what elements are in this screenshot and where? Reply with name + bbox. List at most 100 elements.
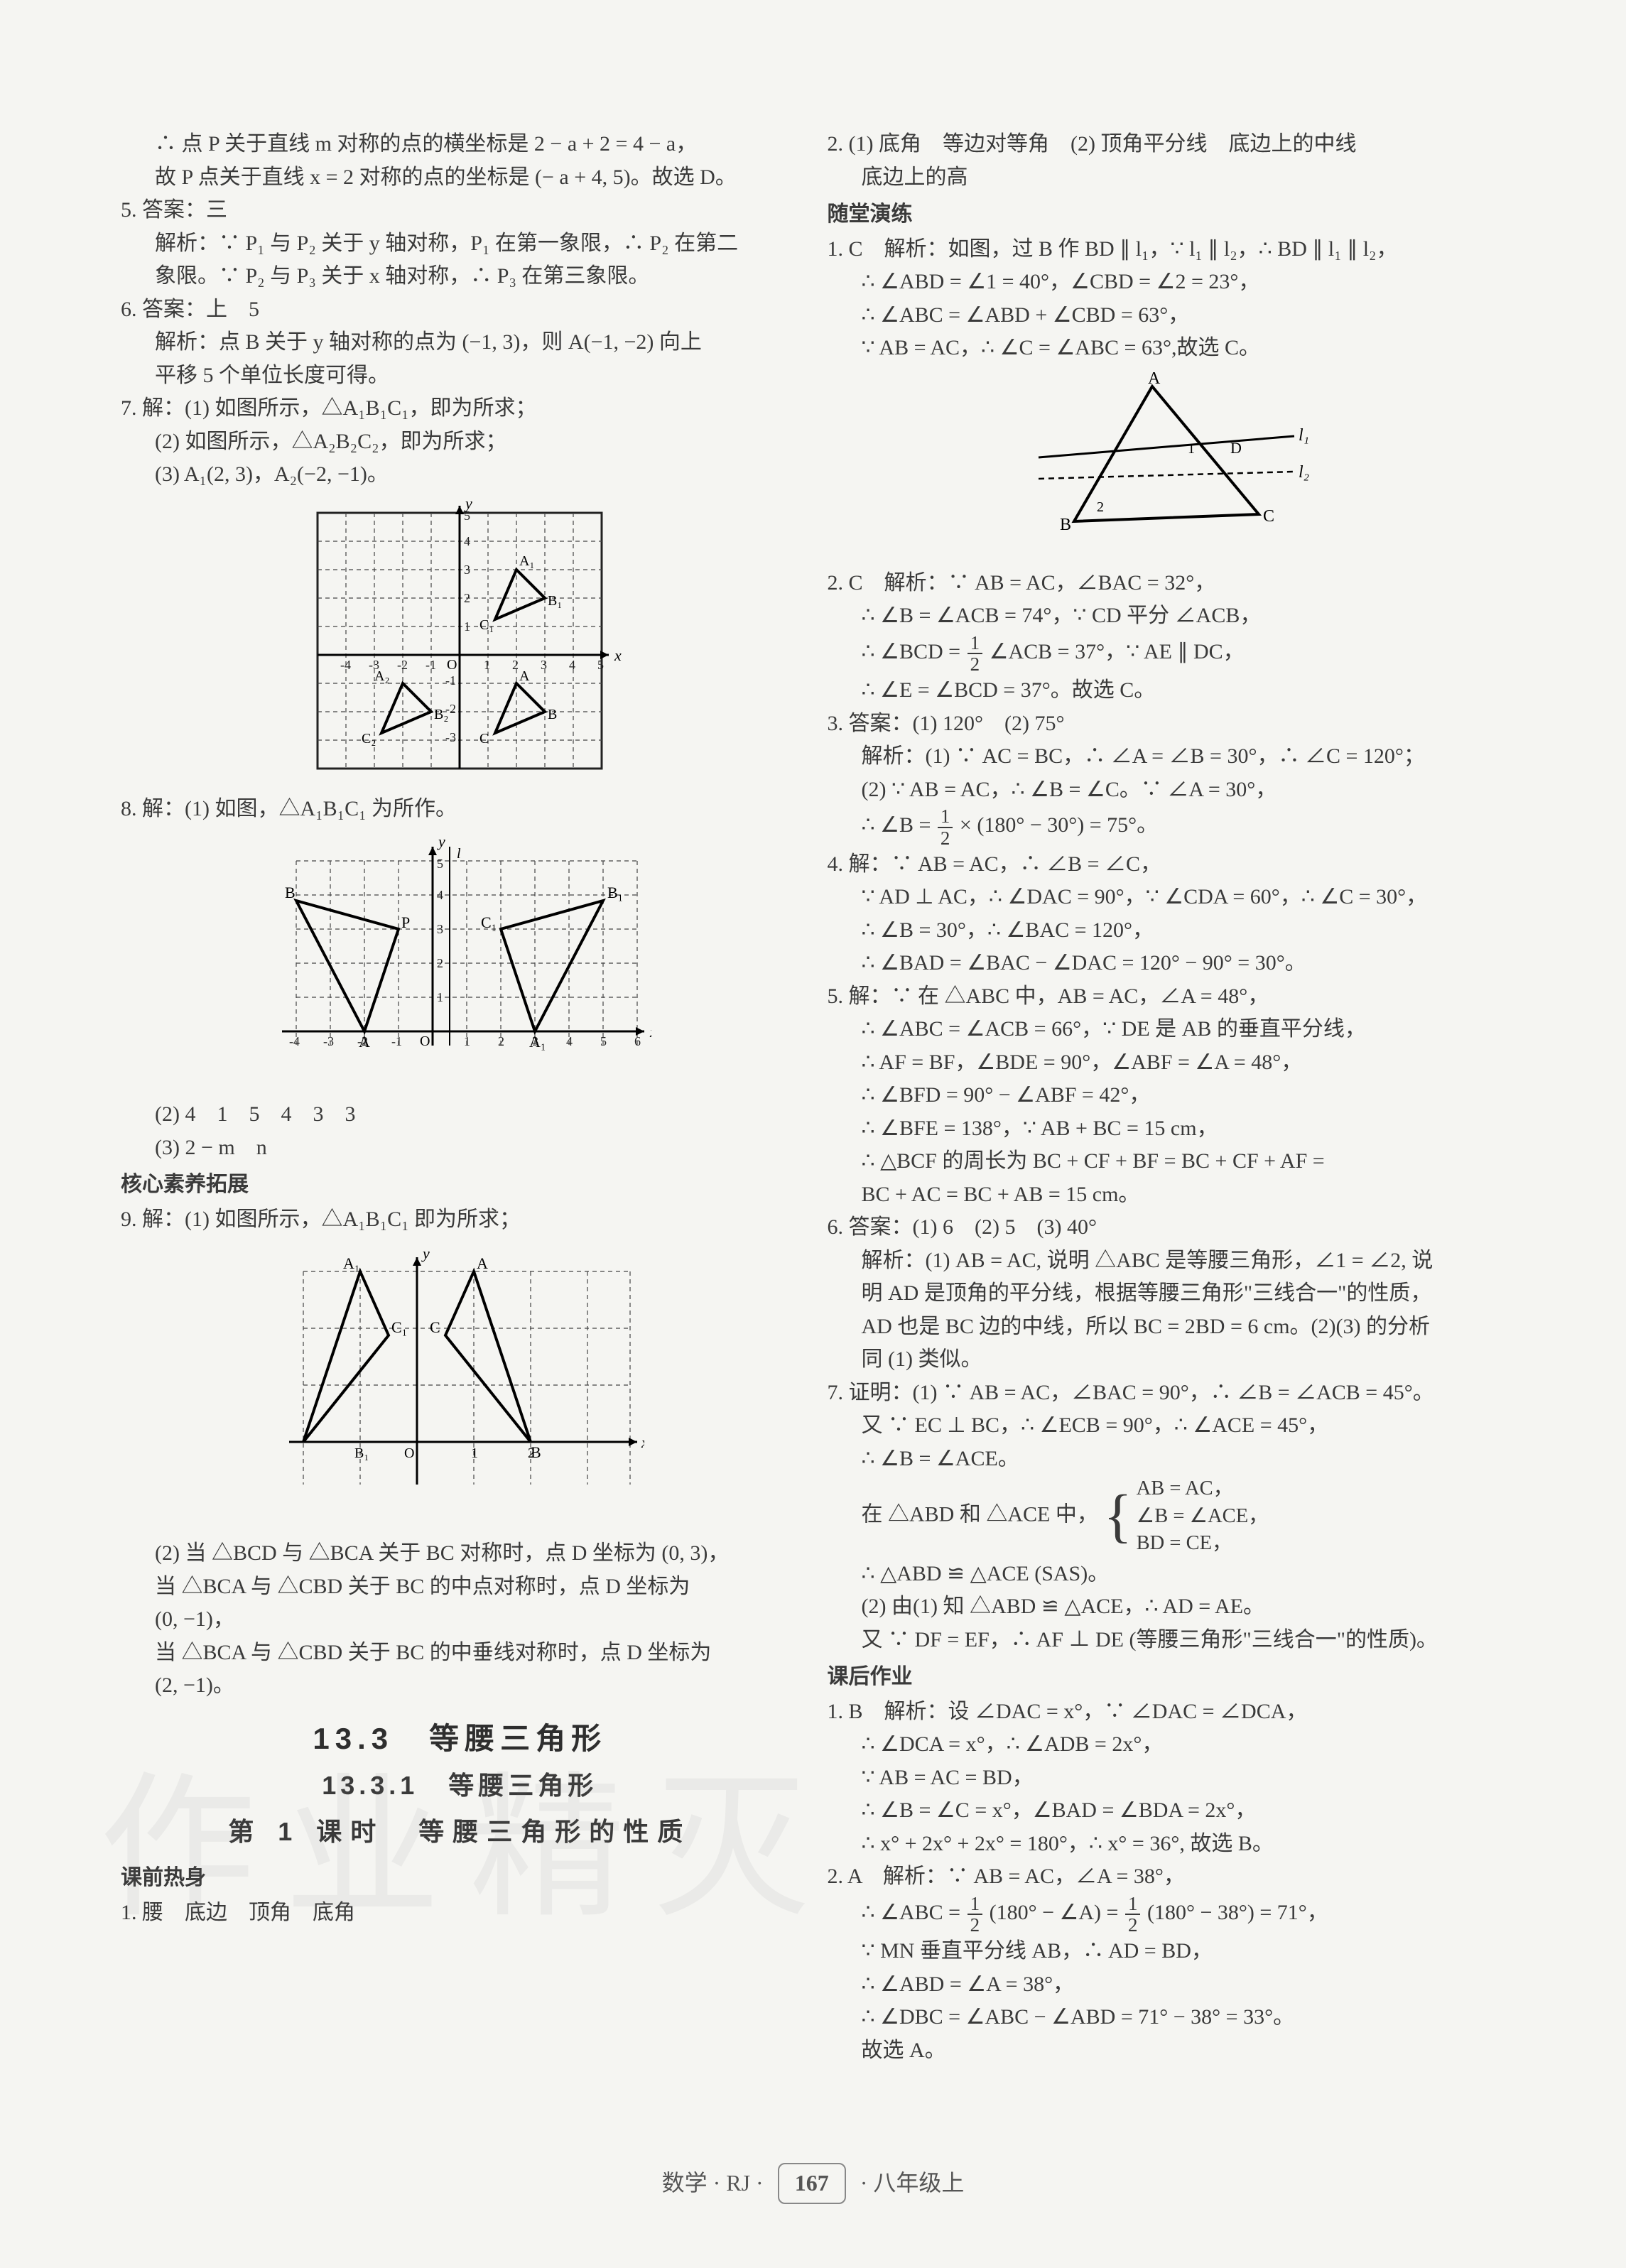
fraction-half: 12 <box>968 1894 983 1936</box>
q5-head: 5. 答案：三 <box>121 194 799 227</box>
case-line: BD = CE， <box>1137 1530 1269 1557</box>
svg-text:y: y <box>437 832 445 850</box>
svg-text:D: D <box>1230 439 1242 457</box>
svg-text:B: B <box>1060 516 1071 534</box>
text-line: 故选 A。 <box>828 2034 1506 2068</box>
h2-head: 2. A 解析：∵ AB = AC，∠A = 38°， <box>828 1860 1506 1894</box>
svg-text:2: 2 <box>1097 499 1104 515</box>
homework-title: 课后作业 <box>828 1661 1506 1694</box>
text-line: ∵ AB = AC，∴ ∠C = ∠ABC = 63°,故选 C。 <box>828 332 1506 365</box>
case-line: AB = AC， <box>1137 1475 1269 1502</box>
svg-text:A₁: A₁ <box>519 553 534 569</box>
q8-head: 8. 解：(1) 如图，△A₁B₁C₁ 为所作。 <box>121 793 799 826</box>
text-span: ∴ ∠ABC = <box>862 1901 966 1924</box>
q7-head: 7. 解：(1) 如图所示，△A₁B₁C₁，即为所求； <box>121 392 799 425</box>
text-span: ∴ ∠B = <box>862 813 936 837</box>
text-line: 象限。∵ P₂ 与 P₃ 关于 x 轴对称，∴ P₃ 在第三象限。 <box>121 260 799 293</box>
svg-text:C₁: C₁ <box>391 1318 407 1336</box>
text-line: ∴ ∠B = ∠ACB = 74°，∵ CD 平分 ∠ACB， <box>828 599 1506 633</box>
figure-q8-grid: x y l O -4-3-2-1 123456 12345 BPA B₁C₁A₁ <box>121 832 799 1088</box>
fraction-half: 12 <box>968 633 983 675</box>
svg-text:O: O <box>404 1445 414 1461</box>
text-line: 解析：(1) AB = AC, 说明 △ABC 是等腰三角形，∠1 = ∠2, … <box>828 1244 1506 1278</box>
text-line: ∴ ∠B = ∠C = x°，∠BAD = ∠BDA = 2x°， <box>828 1794 1506 1828</box>
text-line: ∴ ∠ABD = ∠A = 38°， <box>828 1968 1506 2002</box>
text-line: ∴ ∠B = ∠ACE。 <box>828 1443 1506 1476</box>
svg-text:A: A <box>477 1254 488 1272</box>
figure-q7-grid: x y O -4-3-2-1 12345 12345 -1-2-3 A₁B₁C₁… <box>121 499 799 783</box>
lesson-title: 第 1 课时 等腰三角形的性质 <box>121 1812 799 1852</box>
text-line: (3) A₁(2, 3)，A₂(−2, −1)。 <box>121 458 799 492</box>
text-line: ∴ ∠DBC = ∠ABC − ∠ABD = 71° − 38° = 33°。 <box>828 2001 1506 2034</box>
text-line: ∵ MN 垂直平分线 AB，∴ AD = BD， <box>828 1935 1506 1968</box>
svg-text:B₁: B₁ <box>607 884 623 901</box>
svg-text:l: l <box>457 846 461 862</box>
text-line: (0, −1)， <box>121 1603 799 1637</box>
text-line: ∴ AF = BF，∠BDE = 90°，∠ABF = ∠A = 48°， <box>828 1046 1506 1080</box>
svg-text:-4: -4 <box>289 1034 300 1048</box>
svg-text:A₁: A₁ <box>529 1033 546 1051</box>
svg-text:-4: -4 <box>340 658 351 672</box>
svg-text:2: 2 <box>498 1034 504 1048</box>
svg-text:-2: -2 <box>397 658 408 672</box>
pre-q1: 1. 腰 底边 顶角 底角 <box>121 1897 799 1930</box>
text-line: 解析：(1) ∵ AC = BC，∴ ∠A = ∠B = 30°，∴ ∠C = … <box>828 740 1506 774</box>
case-line: ∠B = ∠ACE， <box>1137 1503 1269 1530</box>
preclass-title: 课前热身 <box>121 1862 799 1895</box>
text-line: 又 ∵ EC ⊥ BC，∴ ∠ECB = 90°，∴ ∠ACE = 45°， <box>828 1409 1506 1443</box>
svg-text:l₂: l₂ <box>1299 463 1309 482</box>
svg-text:x: x <box>614 646 622 664</box>
text-line: ∵ AB = AC = BD， <box>828 1762 1506 1795</box>
text-line: AD 也是 BC 边的中线，所以 BC = 2BD = 6 cm。(2)(3) … <box>828 1311 1506 1344</box>
svg-text:3: 3 <box>464 563 470 577</box>
q9-head: 9. 解：(1) 如图所示，△A₁B₁C₁ 即为所求； <box>121 1203 799 1237</box>
figure-q9-grid: x y O B₁ 12 ACB A₁C₁ <box>121 1243 799 1527</box>
svg-text:C₁: C₁ <box>479 617 494 633</box>
text-line: 底边上的高 <box>828 161 1506 195</box>
text-line: (2) 当 △BCD 与 △BCA 关于 BC 对称时，点 D 坐标为 (0, … <box>121 1537 799 1570</box>
text-line: ∴ ∠BFD = 90° − ∠ABF = 42°， <box>828 1079 1506 1112</box>
page-footer: 数学 · RJ · 167 · 八年级上 <box>0 2163 1626 2204</box>
svg-text:-3: -3 <box>323 1034 334 1048</box>
fraction-half: 12 <box>938 806 953 848</box>
inclass-title: 随堂演练 <box>828 198 1506 232</box>
h1-head: 1. B 解析：设 ∠DAC = x°，∵ ∠DAC = ∠DCA， <box>828 1695 1506 1729</box>
svg-text:x: x <box>649 1023 651 1041</box>
core-title: 核心素养拓展 <box>121 1168 799 1202</box>
r7-head: 7. 证明：(1) ∵ AB = AC，∠BAC = 90°，∴ ∠B = ∠A… <box>828 1377 1506 1410</box>
svg-text:C: C <box>1263 507 1274 526</box>
svg-text:l₁: l₁ <box>1299 426 1309 445</box>
svg-text:x: x <box>641 1433 644 1451</box>
svg-text:A: A <box>359 1033 370 1051</box>
cases-brace: { AB = AC， ∠B = ∠ACE， BD = CE， <box>1103 1475 1268 1557</box>
text-line: 平移 5 个单位长度可得。 <box>121 359 799 393</box>
text-line: (2) 4 1 5 4 3 3 <box>121 1098 799 1132</box>
r1-head: 1. C 解析：如图，过 B 作 BD ∥ l₁，∵ l₁ ∥ l₂，∴ BD … <box>828 233 1506 266</box>
text-line: (2, −1)。 <box>121 1669 799 1703</box>
r2-head: 2. C 解析：∵ AB = AC，∠BAC = 32°， <box>828 567 1506 600</box>
text-line: ∴ x° + 2x° + 2x° = 180°，∴ x° = 36°, 故选 B… <box>828 1828 1506 1861</box>
svg-text:B₁: B₁ <box>548 593 562 609</box>
text-line: 当 △BCA 与 △CBD 关于 BC 的中点对称时，点 D 坐标为 <box>121 1570 799 1604</box>
svg-text:P: P <box>401 913 410 931</box>
svg-text:O: O <box>420 1033 430 1049</box>
text-line: ∴ ∠B = 30°，∴ ∠BAC = 120°， <box>828 914 1506 948</box>
text-line: ∴ ∠ABC = ∠ABD + ∠CBD = 63°， <box>828 299 1506 332</box>
text-line: 又 ∵ DF = EF，∴ AF ⊥ DE (等腰三角形"三线合一"的性质)。 <box>828 1624 1506 1657</box>
svg-text:A₁: A₁ <box>343 1254 360 1272</box>
svg-text:3: 3 <box>541 658 547 672</box>
r6-head: 6. 答案：(1) 6 (2) 5 (3) 40° <box>828 1211 1506 1244</box>
svg-text:4: 4 <box>464 534 470 548</box>
svg-text:2: 2 <box>464 591 470 605</box>
svg-text:2: 2 <box>437 956 443 970</box>
text-span: ∴ ∠BCD = <box>862 640 966 663</box>
svg-text:1: 1 <box>464 1034 470 1048</box>
svg-text:4: 4 <box>437 888 443 902</box>
svg-text:1: 1 <box>1188 441 1195 457</box>
svg-text:1: 1 <box>471 1445 478 1461</box>
page-number: 167 <box>778 2163 846 2204</box>
text-line: ∵ AD ⊥ AC，∴ ∠DAC = 90°，∵ ∠CDA = 60°，∴ ∠C… <box>828 881 1506 914</box>
text-line: (2) 如图所示，△A₂B₂C₂，即为所求； <box>121 425 799 459</box>
r4-head: 4. 解：∵ AB = AC，∴ ∠B = ∠C， <box>828 848 1506 881</box>
svg-text:B₁: B₁ <box>354 1445 369 1461</box>
